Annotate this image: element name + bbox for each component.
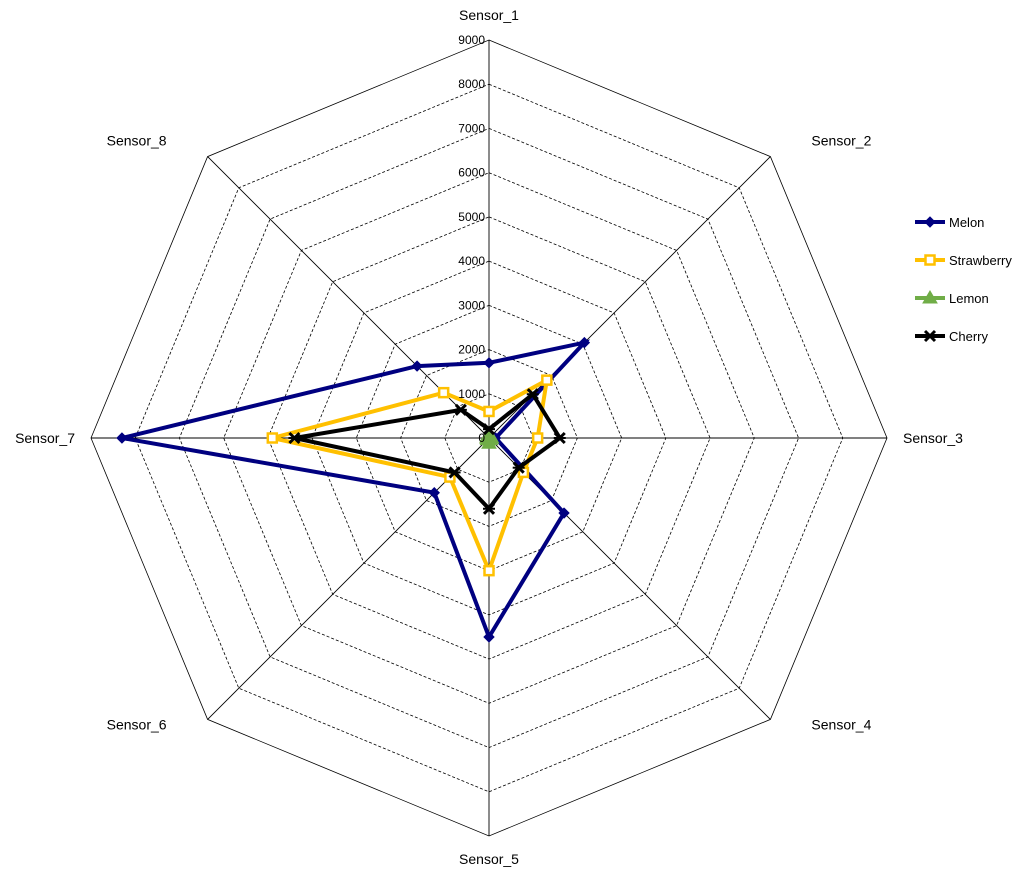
series-line-melon	[121, 339, 591, 642]
point-lemon-sensor_8	[479, 428, 496, 442]
legend-item-lemon: Lemon	[915, 290, 989, 306]
category-label-sensor_2: Sensor_2	[811, 133, 871, 149]
point-melon-sensor_5	[483, 631, 495, 643]
legend-label-lemon: Lemon	[949, 291, 989, 306]
spoke-sensor_4	[488, 437, 771, 720]
tick-label-9000: 9000	[458, 33, 485, 47]
series-strawberry	[266, 374, 553, 577]
tick-label-8000: 8000	[458, 77, 485, 91]
tick-label-0: 0	[478, 431, 485, 445]
legend-label-strawberry: Strawberry	[949, 253, 1012, 268]
point-strawberry-sensor_1	[483, 405, 495, 418]
point-cherry-sensor_8	[454, 403, 467, 416]
tick-label-5000: 5000	[458, 210, 485, 224]
legend-item-cherry: Cherry	[915, 329, 989, 344]
point-cherry-sensor_4	[512, 461, 525, 474]
category-label-sensor_6: Sensor_6	[107, 716, 167, 732]
series-lemon	[478, 427, 500, 449]
point-melon-sensor_6	[428, 487, 440, 499]
legend-item-melon: Melon	[915, 215, 984, 230]
point-strawberry-sensor_2	[541, 374, 553, 386]
point-cherry-sensor_1	[482, 423, 496, 436]
tick-label-3000: 3000	[458, 298, 485, 312]
category-label-sensor_7: Sensor_7	[15, 430, 75, 446]
point-strawberry-sensor_3	[531, 432, 544, 444]
radial-tick-labels: 0 1000 2000 3000 4000 5000 6000 7000 8000 9000	[458, 33, 485, 445]
tick-label-4000: 4000	[458, 254, 485, 268]
legend-marker-melon	[924, 216, 936, 228]
point-melon-sensor_4	[558, 507, 570, 519]
point-strawberry-sensor_7	[266, 432, 279, 444]
point-cherry-sensor_6	[448, 466, 461, 479]
radar-grid	[90, 39, 888, 837]
grid-ring-8000	[134, 83, 844, 793]
category-label-sensor_5: Sensor_5	[459, 851, 519, 867]
point-melon-sensor_1	[483, 357, 495, 369]
category-labels: Sensor_1 Sensor_2 Sensor_3 Sensor_4 Sensor_5…	[15, 7, 963, 867]
point-melon-sensor_8	[411, 360, 423, 372]
series-cherry	[288, 388, 566, 515]
tick-label-2000: 2000	[458, 343, 485, 357]
point-melon-sensor_7	[116, 432, 128, 444]
point-cherry-sensor_7	[288, 431, 301, 445]
legend: Melon Strawberry Lemon Cherry	[915, 215, 1012, 344]
point-cherry-sensor_2	[526, 388, 539, 401]
legend-marker-cherry	[923, 329, 937, 343]
series-group	[116, 336, 591, 643]
legend-marker-strawberry	[924, 254, 936, 266]
legend-item-strawberry: Strawberry	[915, 253, 1012, 268]
point-cherry-sensor_3	[553, 431, 566, 445]
category-label-sensor_1: Sensor_1	[459, 7, 519, 23]
tick-label-6000: 6000	[458, 166, 485, 180]
legend-label-cherry: Cherry	[949, 329, 989, 344]
point-strawberry-sensor_5	[483, 564, 495, 577]
category-label-sensor_8: Sensor_8	[107, 133, 167, 149]
spoke-sensor_6	[207, 437, 490, 720]
point-strawberry-sensor_8	[437, 386, 450, 399]
category-label-sensor_4: Sensor_4	[811, 716, 871, 732]
category-label-sensor_3: Sensor_3	[903, 430, 963, 446]
legend-marker-lemon	[922, 290, 938, 304]
tick-label-7000: 7000	[458, 121, 485, 135]
point-melon-sensor_2	[578, 336, 591, 349]
tick-label-1000: 1000	[458, 387, 485, 401]
point-cherry-sensor_5	[482, 502, 496, 515]
legend-label-melon: Melon	[949, 215, 984, 230]
